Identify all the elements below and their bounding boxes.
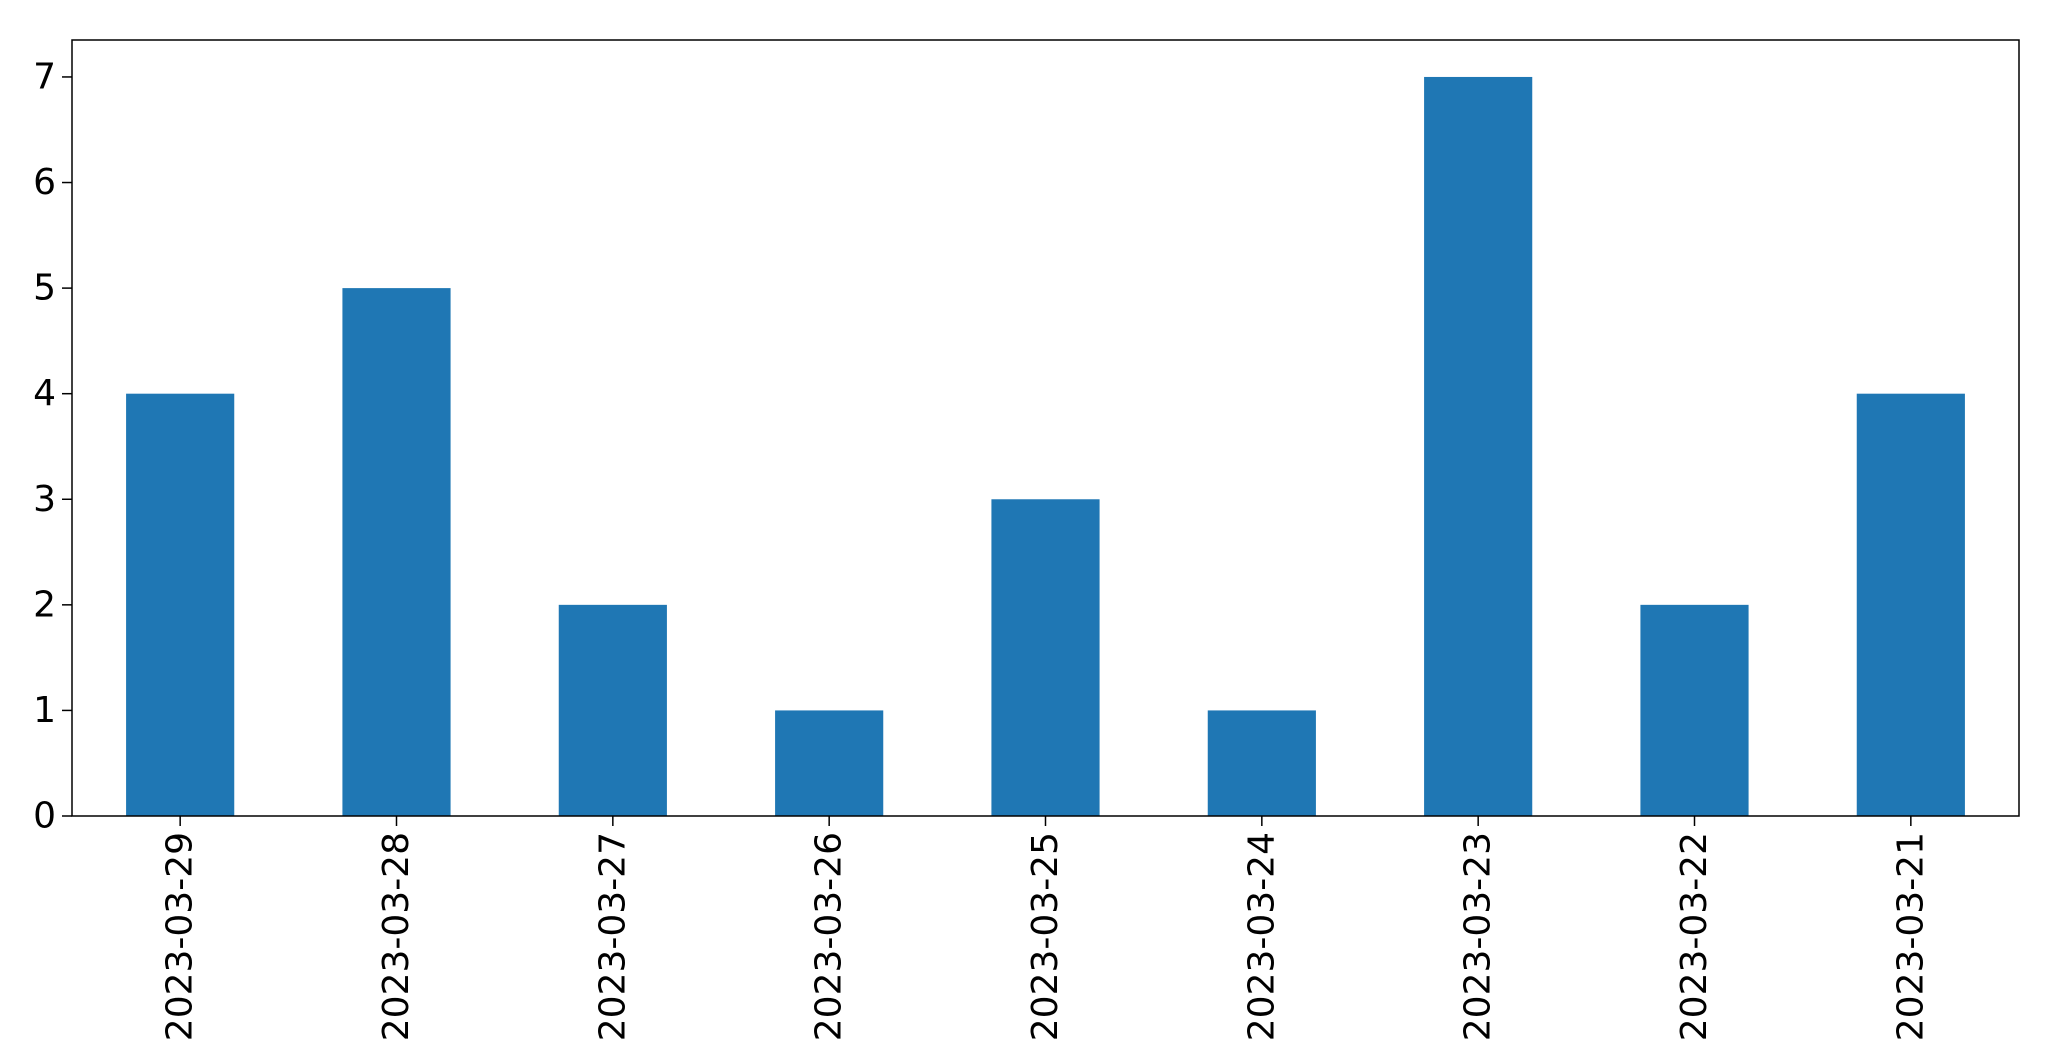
x-tick-label: 2023-03-23 [1458, 832, 1499, 1041]
y-tick-label: 6 [33, 162, 56, 203]
y-tick-label: 7 [33, 56, 56, 97]
x-tick-label: 2023-03-24 [1241, 832, 1282, 1041]
x-tick-label: 2023-03-29 [160, 832, 201, 1041]
plot-frame [71, 39, 2020, 817]
bars [126, 76, 1965, 816]
y-tick-label: 2 [33, 584, 56, 625]
bar-2023-03-25 [991, 499, 1100, 816]
bar-2023-03-28 [342, 288, 451, 816]
x-tick-label: 2023-03-26 [809, 832, 850, 1041]
x-tick-label: 2023-03-28 [376, 832, 417, 1041]
y-axis: 0 1 2 3 4 5 6 7 [33, 56, 72, 837]
y-tick-label: 1 [33, 690, 56, 731]
bar-2023-03-27 [558, 604, 667, 816]
y-tick-label: 0 [33, 796, 56, 837]
x-tick-label: 2023-03-25 [1025, 832, 1066, 1041]
y-tick-label: 3 [33, 479, 56, 520]
bar-2023-03-21 [1856, 393, 1965, 816]
y-tick-label: 4 [33, 373, 56, 414]
bar-2023-03-22 [1640, 604, 1749, 816]
bar-2023-03-29 [126, 393, 235, 816]
bar-2023-03-23 [1424, 76, 1533, 816]
x-tick-label: 2023-03-27 [592, 832, 633, 1041]
x-tick-label: 2023-03-22 [1674, 832, 1715, 1041]
y-tick-label: 5 [33, 268, 56, 309]
x-axis: 2023-03-29 2023-03-28 2023-03-27 2023-03-26… [160, 816, 1931, 1041]
x-tick-label: 2023-03-21 [1890, 832, 1931, 1041]
bar-2023-03-26 [775, 710, 884, 816]
bar-2023-03-24 [1207, 710, 1316, 816]
